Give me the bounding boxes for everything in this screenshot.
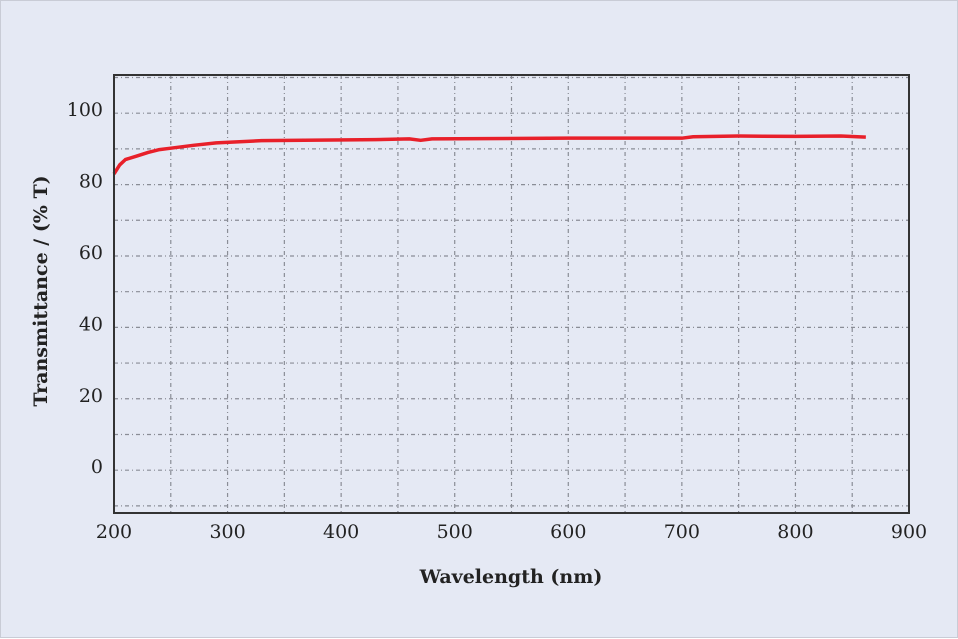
x-tick-label: 600 xyxy=(550,521,586,543)
y-axis-label: Transmittance / (% T) xyxy=(30,175,52,406)
y-tick-label: 20 xyxy=(79,385,103,407)
x-tick-label: 200 xyxy=(96,521,132,543)
grid xyxy=(114,75,909,513)
y-tick-label: 0 xyxy=(91,456,103,478)
x-tick-label: 500 xyxy=(437,521,473,543)
plot-frame xyxy=(113,74,910,514)
y-tick-label: 80 xyxy=(79,171,103,193)
x-tick-label: 400 xyxy=(323,521,359,543)
x-axis-label: Wavelength (nm) xyxy=(419,566,603,588)
y-tick-label: 100 xyxy=(67,99,103,121)
series-layer xyxy=(112,134,866,175)
x-tick-label: 800 xyxy=(777,521,813,543)
x-tick-label: 700 xyxy=(664,521,700,543)
y-tick-label: 40 xyxy=(79,313,103,335)
transmittance-line xyxy=(112,134,866,175)
x-tick-label: 300 xyxy=(209,521,245,543)
x-tick-label: 900 xyxy=(891,521,927,543)
y-tick-label: 60 xyxy=(79,242,103,264)
tick-labels: 200 300 400 500 600 700 800 900 0 20 40 60 80 100 xyxy=(67,99,927,543)
